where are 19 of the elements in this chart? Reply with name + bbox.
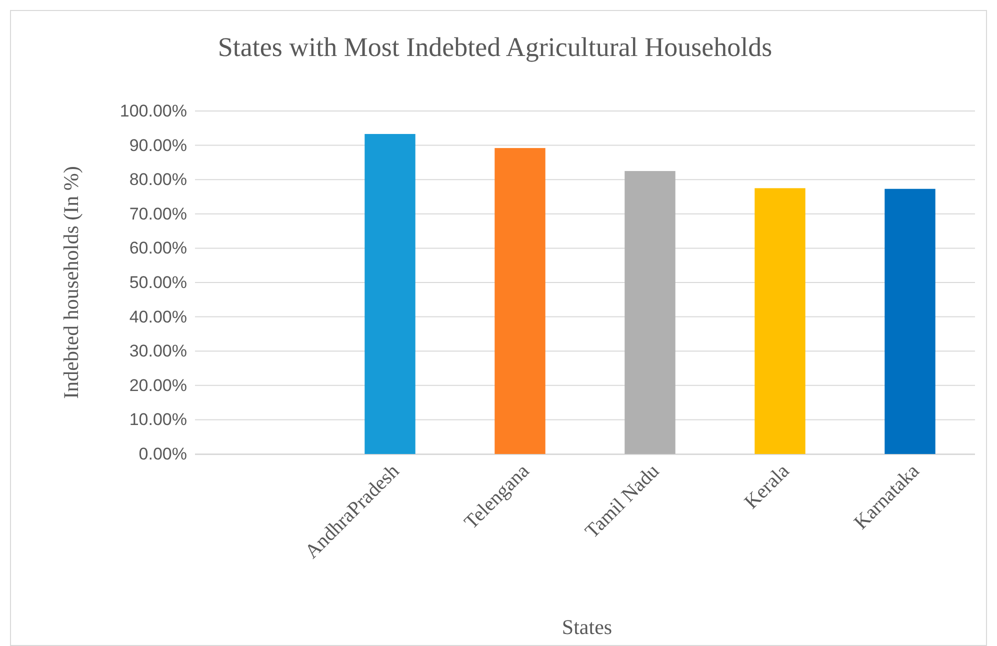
y-tick-label: 20.00% xyxy=(129,376,187,395)
bar xyxy=(884,188,936,454)
x-axis-title: States xyxy=(562,615,612,639)
chart-title: States with Most Indebted Agricultural Households xyxy=(218,32,772,62)
y-tick-label: 30.00% xyxy=(129,342,187,361)
bar xyxy=(624,171,676,454)
y-tick-label: 10.00% xyxy=(129,410,187,430)
bar xyxy=(754,188,806,454)
y-tick-label: 100.00% xyxy=(120,101,187,120)
y-axis-title: Indebted households (In %) xyxy=(59,166,83,399)
y-tick-label: 70.00% xyxy=(129,204,187,224)
bar xyxy=(494,148,546,454)
y-tick-label: 50.00% xyxy=(129,272,187,292)
y-tick-label: 60.00% xyxy=(129,238,187,258)
y-tick-label: 0.00% xyxy=(138,444,187,464)
y-tick-label: 80.00% xyxy=(129,170,187,190)
y-tick-label: 40.00% xyxy=(129,307,187,326)
bar xyxy=(364,134,416,454)
y-tick-label: 90.00% xyxy=(129,136,187,155)
